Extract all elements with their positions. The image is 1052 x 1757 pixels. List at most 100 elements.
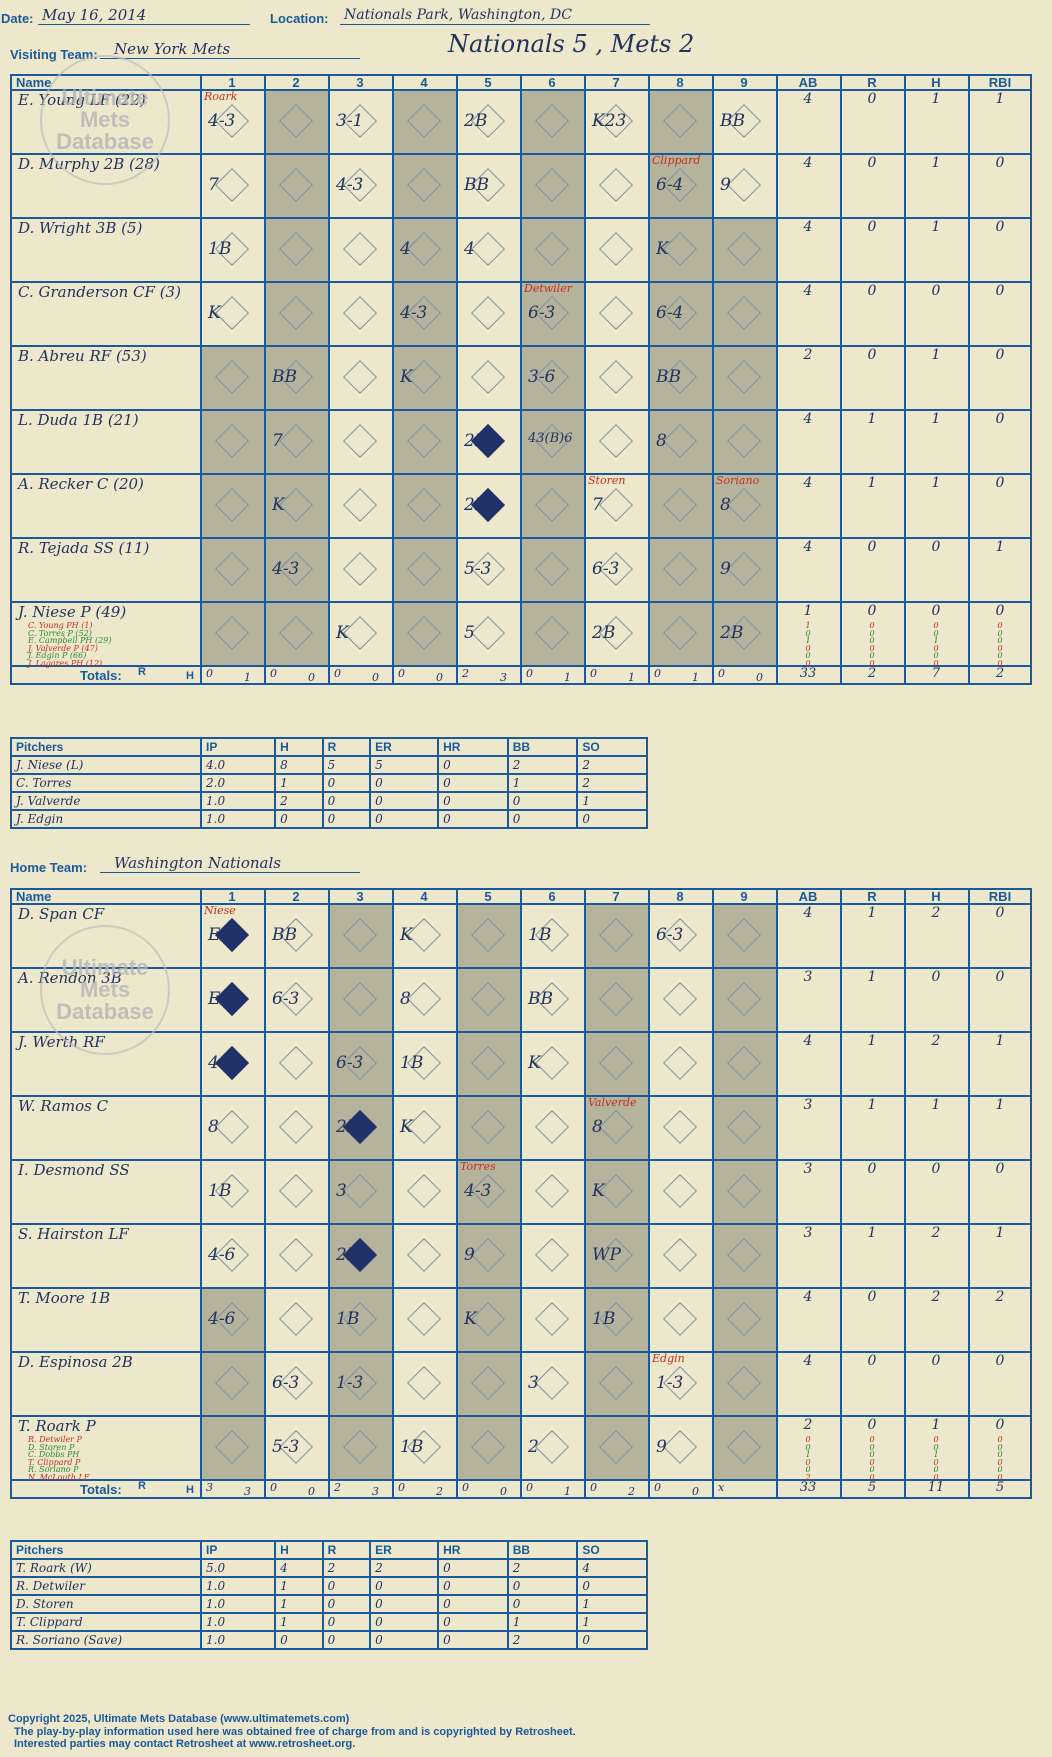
pitchers-header-cell: IP [199, 1540, 277, 1560]
total-stat: 2 [995, 666, 1005, 681]
substitute-stat: 0 [933, 1442, 939, 1452]
batter-stat: 3 [803, 1097, 813, 1113]
substitute-stat: 0 [805, 651, 811, 660]
substitute-name: D. Storen P [28, 1442, 75, 1452]
inning-runs: 0 [654, 1481, 661, 1494]
pitchers-header-cell: H [274, 737, 324, 757]
batter-stat: 2 [931, 1289, 941, 1305]
home-team-value: Washington Nationals [114, 854, 281, 872]
row-divider [10, 1159, 1032, 1161]
home-team-field: Washington Nationals [100, 854, 360, 873]
pitcher-cell: 0 [437, 1630, 509, 1650]
play-notation: 5-3 [464, 559, 492, 579]
pitcher-cell: 5 [369, 755, 440, 775]
column-divider [840, 888, 842, 1499]
batter-stat: 1 [995, 91, 1005, 107]
batter-stat: 0 [995, 475, 1005, 491]
pitcher-row: D. Storen 1.0 1 0 0 0 0 1 [10, 1594, 648, 1614]
row-divider [10, 217, 1032, 219]
substitute-stat: 0 [997, 628, 1003, 638]
play-notation: K [528, 1053, 541, 1073]
batter-stat: 4 [803, 219, 813, 235]
play-notation: E5 [208, 925, 232, 945]
row-divider [10, 281, 1032, 283]
pitcher-cell: 2.0 [199, 773, 277, 793]
game-result: Nationals 5 , Mets 2 [448, 30, 695, 58]
substitute-name: C. Young PH (1) [28, 621, 93, 630]
batter-stat: 3 [803, 1225, 813, 1241]
stat-header: RBI [988, 75, 1012, 90]
pitcher-cell: 1 [576, 791, 648, 811]
column-divider [392, 888, 394, 1499]
pitcher-cell: 2 [506, 755, 579, 775]
pitcher-cell: 0 [369, 791, 440, 811]
stat-header: AB [798, 75, 818, 90]
column-divider [456, 74, 458, 685]
pitcher-cell: 0 [506, 1576, 579, 1596]
pitcher-cell: 1 [506, 773, 579, 793]
substitute-stat: 0 [933, 1435, 939, 1444]
play-notation: BB [656, 367, 681, 387]
column-divider [200, 74, 202, 685]
play-notation: 4-3 [400, 303, 428, 323]
inning-header: 4 [420, 75, 428, 90]
play-notation: 1B [400, 1053, 424, 1073]
pitchers-header-cell: BB [506, 737, 579, 757]
batter-stat: 0 [867, 1353, 877, 1369]
date-label: Date: [1, 11, 34, 26]
pitcher-cell: J. Niese (L) [10, 755, 202, 775]
substitute-stat: 0 [933, 1457, 939, 1467]
inning-runs: 0 [206, 667, 213, 680]
play-notation: K23 [592, 111, 627, 131]
totals-h-label: H [186, 670, 194, 682]
play-notation: K [592, 1181, 605, 1201]
column-divider [968, 888, 970, 1499]
substitute-stat: 0 [933, 1465, 939, 1474]
inning-hits: 0 [692, 1485, 699, 1498]
substitute-stat: 0 [869, 651, 875, 660]
batter-stat: 0 [867, 347, 877, 363]
column-divider [712, 888, 714, 1499]
inning-shade [712, 903, 776, 1479]
substitute-stat: 0 [869, 1472, 875, 1482]
play-notation: 2B [464, 111, 488, 131]
batter-stat: 3 [803, 969, 813, 985]
home-team-label: Home Team: [10, 860, 88, 875]
batter-stat: 0 [867, 1161, 877, 1177]
inning-runs: 0 [718, 667, 725, 680]
batter-stat: 0 [931, 539, 941, 555]
inning-runs: 0 [526, 667, 533, 680]
inning-hits: 3 [372, 1485, 379, 1498]
inning-header: 5 [484, 75, 492, 90]
batter-name: R. Tejada SS (11) [18, 539, 150, 557]
batter-stat: 4 [803, 283, 813, 299]
batter-stat: 1 [931, 475, 941, 491]
inning-runs: 0 [398, 667, 405, 680]
play-notation: 6-3 [336, 1053, 364, 1073]
totals-r-label: R [138, 1480, 146, 1492]
substitute-stat: 0 [997, 621, 1003, 630]
column-divider [264, 888, 266, 1499]
pitcher-cell: 1 [274, 773, 324, 793]
play-notation: 4-3 [464, 1181, 492, 1201]
pitcher-cell: 8 [274, 755, 324, 775]
pitcher-cell: 4 [576, 1558, 648, 1578]
inning-shade [264, 89, 328, 665]
play-notation: 7 [592, 495, 603, 515]
row-divider [10, 601, 1032, 603]
pitcher-cell: 0 [321, 1630, 372, 1650]
play-notation: K [400, 1117, 413, 1137]
pitcher-cell: 0 [321, 791, 372, 811]
play-notation: 3-6 [528, 367, 556, 387]
inning-runs: 0 [590, 667, 597, 680]
pitcher-cell: 1.0 [199, 809, 277, 829]
batter-stat: 1 [867, 411, 877, 427]
row-divider [10, 345, 1032, 347]
batter-name: W. Ramos C [18, 1097, 109, 1115]
play-notation: 2B [592, 623, 616, 643]
total-stat: 33 [799, 1480, 817, 1495]
substitute-stat: 0 [805, 628, 811, 638]
pitcher-change-note: Roark [204, 90, 238, 103]
totals-h-label: H [186, 1484, 194, 1496]
batter-stat: 1 [995, 539, 1005, 555]
